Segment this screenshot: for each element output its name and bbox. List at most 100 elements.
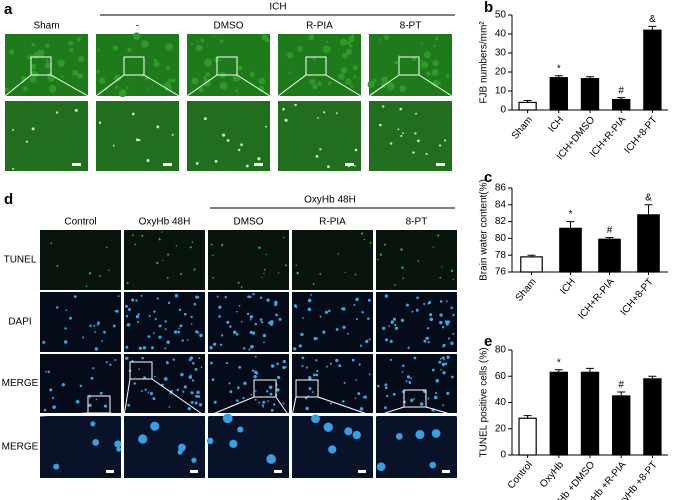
cell — [319, 315, 322, 318]
cell — [236, 399, 239, 402]
cell — [78, 55, 85, 63]
cell — [407, 346, 410, 349]
micrograph — [40, 354, 121, 413]
y-tick-label: 84 — [495, 199, 507, 210]
cell — [254, 355, 257, 358]
cell — [61, 383, 65, 387]
cell — [363, 238, 366, 241]
cell — [224, 295, 228, 299]
significance-mark: & — [645, 192, 652, 203]
cell — [114, 310, 117, 313]
cell — [37, 49, 45, 57]
cell — [153, 375, 156, 378]
cell — [410, 398, 414, 402]
cell — [115, 309, 119, 313]
cell — [411, 310, 414, 313]
cell — [82, 336, 85, 339]
cell — [125, 315, 129, 318]
cell — [401, 371, 404, 373]
cell — [293, 347, 297, 351]
cell — [326, 40, 329, 43]
scale-bar — [163, 163, 172, 166]
micrograph — [292, 354, 373, 413]
bar — [643, 378, 662, 456]
cell — [131, 298, 135, 302]
micrograph — [278, 101, 361, 171]
bar — [580, 371, 600, 456]
cell — [176, 388, 180, 392]
cell — [338, 364, 342, 368]
bar — [518, 101, 537, 111]
column-label: Control — [64, 217, 96, 228]
cell — [354, 397, 357, 400]
cell — [307, 298, 312, 303]
bar — [559, 227, 582, 273]
cell — [384, 294, 389, 298]
cell — [442, 343, 446, 347]
cell — [166, 276, 169, 279]
panel-label: d — [4, 191, 13, 208]
error-bar — [648, 25, 657, 31]
cell — [225, 361, 228, 365]
cell — [406, 375, 411, 379]
cell — [187, 407, 191, 411]
cell — [188, 358, 192, 362]
cell — [284, 118, 288, 122]
cell — [262, 400, 266, 404]
cell — [105, 246, 108, 249]
cell — [219, 39, 224, 44]
cell — [402, 277, 405, 280]
cell — [438, 360, 442, 364]
cell — [450, 341, 454, 345]
cell — [317, 117, 319, 119]
cell — [151, 86, 154, 89]
x-tick-label: Sham — [510, 115, 535, 142]
cell — [445, 322, 449, 326]
cell — [238, 365, 242, 369]
cell — [164, 320, 167, 323]
cell — [323, 422, 333, 432]
cell — [252, 292, 255, 296]
cell — [76, 73, 83, 79]
cell — [206, 437, 214, 445]
cell — [419, 402, 424, 406]
cell — [446, 355, 450, 359]
cell — [310, 294, 312, 296]
cell — [222, 133, 226, 137]
cell — [254, 322, 258, 326]
cell — [428, 300, 432, 305]
cell — [276, 362, 279, 366]
cell — [99, 391, 103, 395]
cell — [161, 231, 163, 233]
bar — [637, 214, 660, 273]
cell — [105, 361, 108, 364]
cell — [242, 347, 246, 350]
cell — [200, 38, 205, 43]
column-label: 8-PT — [406, 217, 428, 228]
micrograph — [376, 230, 457, 290]
cell — [345, 78, 352, 86]
cell — [429, 313, 433, 317]
cell — [362, 396, 365, 399]
cell — [204, 58, 213, 67]
cell — [328, 445, 337, 454]
cell — [213, 400, 217, 404]
cell — [127, 308, 131, 311]
cell — [367, 80, 375, 89]
cell — [138, 346, 143, 350]
cell — [312, 83, 318, 90]
cell — [209, 346, 213, 350]
cell — [167, 301, 171, 305]
cell — [47, 74, 55, 82]
cell — [118, 89, 127, 98]
group-label: OxyHb 48H — [304, 195, 356, 206]
scale-bar — [72, 163, 81, 166]
cell — [340, 67, 348, 74]
cell — [342, 325, 346, 329]
cell — [52, 405, 56, 409]
cell — [133, 382, 136, 385]
cell — [450, 375, 454, 379]
cell — [193, 268, 196, 271]
cell — [30, 63, 37, 70]
cell — [400, 134, 403, 137]
